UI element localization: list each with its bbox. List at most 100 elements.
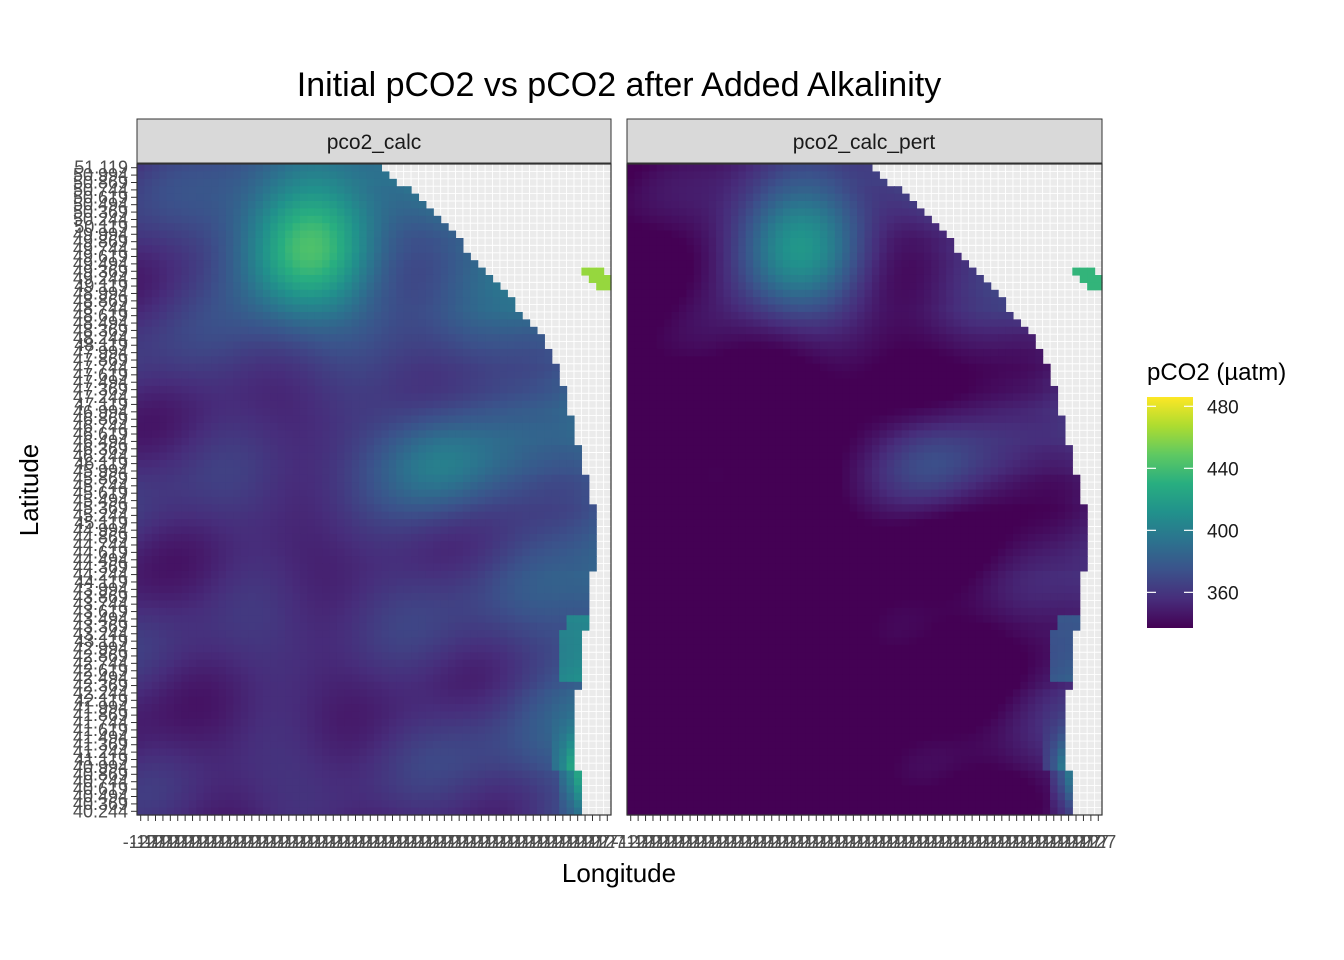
heatmap-tile bbox=[299, 378, 308, 387]
heatmap-tile bbox=[277, 711, 286, 720]
heatmap-tile bbox=[522, 689, 531, 698]
heatmap-tile bbox=[151, 230, 160, 239]
heatmap-tile bbox=[181, 800, 190, 809]
heatmap-tile bbox=[196, 326, 205, 335]
heatmap-tile bbox=[262, 378, 271, 387]
heatmap-tile bbox=[188, 607, 197, 616]
heatmap-tile bbox=[151, 689, 160, 698]
heatmap-tile bbox=[285, 548, 294, 557]
heatmap-tile bbox=[366, 607, 375, 616]
heatmap-tile bbox=[559, 393, 568, 402]
heatmap-tile bbox=[255, 326, 264, 335]
heatmap-tile bbox=[159, 274, 168, 283]
heatmap-tile bbox=[218, 371, 227, 380]
heatmap-tile bbox=[366, 593, 375, 602]
heatmap-tile bbox=[181, 452, 190, 461]
heatmap-tile bbox=[359, 282, 368, 291]
heatmap-tile bbox=[499, 681, 508, 690]
heatmap-tile bbox=[388, 422, 397, 431]
heatmap-tile bbox=[374, 215, 383, 224]
heatmap-tile bbox=[522, 770, 531, 779]
heatmap-tile bbox=[137, 371, 146, 380]
heatmap-tile bbox=[477, 778, 486, 787]
heatmap-tile bbox=[299, 652, 308, 661]
heatmap-tile bbox=[322, 541, 331, 550]
heatmap-tile bbox=[425, 289, 434, 298]
heatmap-tile bbox=[351, 267, 360, 276]
heatmap-tile bbox=[203, 652, 212, 661]
heatmap-tile bbox=[270, 363, 279, 372]
heatmap-tile bbox=[137, 792, 146, 801]
heatmap-tile bbox=[470, 519, 479, 528]
heatmap-tile bbox=[403, 356, 412, 365]
heatmap-tile bbox=[225, 652, 234, 661]
heatmap-tile bbox=[477, 548, 486, 557]
heatmap-tile bbox=[203, 400, 212, 409]
heatmap-tile bbox=[151, 630, 160, 639]
heatmap-tile bbox=[403, 267, 412, 276]
heatmap-tile bbox=[248, 800, 257, 809]
heatmap-tile bbox=[581, 511, 590, 520]
heatmap-tile bbox=[455, 267, 464, 276]
heatmap-tile bbox=[329, 437, 338, 446]
heatmap-tile bbox=[314, 415, 323, 424]
heatmap-tile bbox=[485, 704, 494, 713]
heatmap-tile bbox=[292, 348, 301, 357]
heatmap-tile bbox=[374, 430, 383, 439]
heatmap-tile bbox=[285, 726, 294, 735]
heatmap-tile bbox=[285, 237, 294, 246]
heatmap-tile bbox=[514, 341, 523, 350]
heatmap-tile bbox=[137, 230, 146, 239]
heatmap-tile bbox=[418, 644, 427, 653]
heatmap-tile bbox=[366, 200, 375, 209]
heatmap-tile bbox=[374, 164, 383, 172]
heatmap-tile bbox=[233, 585, 242, 594]
heatmap-tile bbox=[329, 674, 338, 683]
heatmap-tile bbox=[188, 667, 197, 676]
heatmap-tile bbox=[448, 570, 457, 579]
heatmap-tile bbox=[181, 260, 190, 269]
heatmap-tile bbox=[292, 356, 301, 365]
heatmap-tile bbox=[507, 311, 516, 320]
heatmap-tile bbox=[262, 630, 271, 639]
heatmap-tile bbox=[544, 541, 553, 550]
heatmap-tile bbox=[566, 607, 575, 616]
heatmap-tile bbox=[566, 437, 575, 446]
heatmap-tile bbox=[196, 630, 205, 639]
heatmap-tile bbox=[218, 452, 227, 461]
heatmap-tile bbox=[292, 385, 301, 394]
heatmap-tile bbox=[492, 541, 501, 550]
heatmap-tile bbox=[314, 533, 323, 542]
heatmap-tile bbox=[522, 430, 531, 439]
heatmap-tile bbox=[285, 741, 294, 750]
heatmap-tile bbox=[507, 430, 516, 439]
heatmap-tile bbox=[455, 578, 464, 587]
heatmap-tile bbox=[307, 511, 316, 520]
heatmap-tile bbox=[270, 193, 279, 202]
heatmap-tile bbox=[144, 792, 153, 801]
heatmap-tile bbox=[374, 326, 383, 335]
heatmap-tile bbox=[225, 341, 234, 350]
heatmap-tile bbox=[159, 326, 168, 335]
heatmap-tile bbox=[470, 267, 479, 276]
heatmap-tile bbox=[188, 474, 197, 483]
heatmap-tile bbox=[425, 445, 434, 454]
heatmap-tile bbox=[522, 541, 531, 550]
heatmap-tile bbox=[485, 289, 494, 298]
heatmap-tile bbox=[477, 541, 486, 550]
heatmap-tile bbox=[240, 393, 249, 402]
heatmap-tile bbox=[255, 341, 264, 350]
heatmap-tile bbox=[366, 711, 375, 720]
heatmap-tile bbox=[218, 659, 227, 668]
heatmap-tile bbox=[181, 711, 190, 720]
heatmap-tile bbox=[388, 600, 397, 609]
heatmap-tile bbox=[218, 570, 227, 579]
heatmap-tile bbox=[225, 696, 234, 705]
heatmap-tile bbox=[403, 770, 412, 779]
heatmap-tile bbox=[536, 356, 545, 365]
heatmap-tile bbox=[522, 585, 531, 594]
heatmap-tile bbox=[322, 519, 331, 528]
heatmap-tile bbox=[381, 652, 390, 661]
heatmap-tile bbox=[507, 593, 516, 602]
heatmap-tile bbox=[551, 711, 560, 720]
